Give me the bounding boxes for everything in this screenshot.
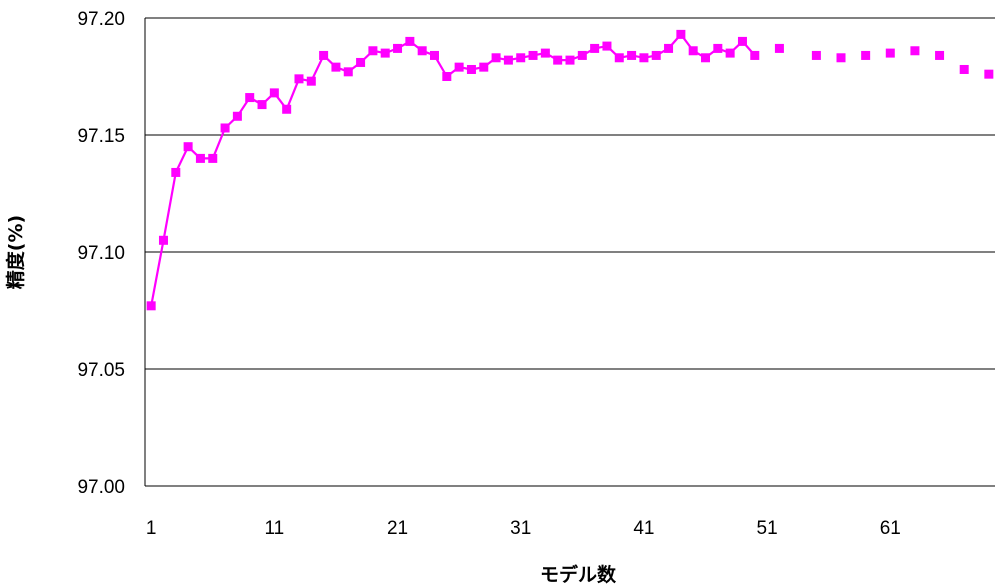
data-point xyxy=(282,104,292,114)
data-point xyxy=(479,62,489,72)
data-point xyxy=(429,50,439,60)
data-point xyxy=(540,48,550,58)
x-tick-labels: 1 11 21 31 41 51 61 xyxy=(146,518,901,539)
x-tick-label: 41 xyxy=(633,518,654,539)
data-point xyxy=(639,53,649,63)
data-point xyxy=(158,235,168,245)
data-point xyxy=(257,100,267,110)
data-point xyxy=(651,50,661,60)
x-tick-label: 21 xyxy=(387,518,408,539)
data-point xyxy=(713,43,723,53)
data-point xyxy=(774,43,784,53)
data-point xyxy=(836,53,846,63)
series-polyline xyxy=(150,33,756,307)
x-tick-label: 51 xyxy=(757,518,778,539)
data-point xyxy=(269,88,279,98)
data-point xyxy=(516,53,526,63)
series-markers xyxy=(146,29,994,311)
data-point xyxy=(220,123,230,133)
data-point xyxy=(664,43,674,53)
data-point xyxy=(343,67,353,77)
data-point xyxy=(565,55,575,65)
data-point xyxy=(319,50,329,60)
data-point xyxy=(368,46,378,56)
data-point xyxy=(294,74,304,84)
data-point xyxy=(959,64,969,74)
data-point xyxy=(454,62,464,72)
x-tick-label: 31 xyxy=(510,518,531,539)
data-point xyxy=(208,153,218,163)
data-point xyxy=(688,46,698,56)
data-point xyxy=(984,69,994,79)
axes xyxy=(144,18,995,487)
data-point xyxy=(466,64,476,74)
data-point xyxy=(602,41,612,51)
series-line xyxy=(150,33,756,307)
data-point xyxy=(861,50,871,60)
data-point xyxy=(405,36,415,46)
data-point xyxy=(577,50,587,60)
data-point xyxy=(195,153,205,163)
gridlines xyxy=(145,17,995,370)
data-point xyxy=(737,36,747,46)
x-tick-label: 1 xyxy=(146,518,157,539)
data-point xyxy=(356,57,366,67)
data-point xyxy=(442,72,452,81)
data-point xyxy=(614,53,624,63)
data-point xyxy=(503,55,513,65)
data-point xyxy=(885,48,895,58)
x-tick-label: 61 xyxy=(880,518,901,539)
data-point xyxy=(935,50,945,60)
y-tick-label: 97.20 xyxy=(77,9,125,30)
y-axis-title: 精度(%) xyxy=(4,215,27,289)
data-point xyxy=(245,93,255,103)
x-tick-label: 11 xyxy=(264,518,284,539)
data-point xyxy=(627,50,637,60)
data-point xyxy=(811,50,821,60)
data-point xyxy=(553,55,563,65)
y-tick-label: 97.15 xyxy=(77,126,125,147)
data-point xyxy=(528,50,538,60)
data-point xyxy=(676,29,686,39)
data-point xyxy=(306,76,316,86)
data-point xyxy=(232,111,242,121)
data-point xyxy=(331,62,341,72)
data-point xyxy=(910,46,920,56)
data-point xyxy=(146,301,156,311)
data-point xyxy=(750,50,760,60)
data-point xyxy=(590,43,600,53)
data-point xyxy=(393,43,403,53)
data-point xyxy=(380,48,390,58)
y-tick-label: 97.10 xyxy=(77,243,125,264)
data-point xyxy=(491,53,501,63)
data-point xyxy=(183,142,193,152)
y-tick-label: 97.05 xyxy=(77,360,125,381)
data-point xyxy=(171,167,181,177)
data-point xyxy=(725,48,735,58)
data-point xyxy=(701,53,711,63)
y-tick-labels: 97.00 97.05 97.10 97.15 97.20 xyxy=(77,9,125,498)
data-point xyxy=(417,46,427,56)
y-tick-label: 97.00 xyxy=(77,477,125,498)
x-axis-title: モデル数 xyxy=(540,563,617,585)
